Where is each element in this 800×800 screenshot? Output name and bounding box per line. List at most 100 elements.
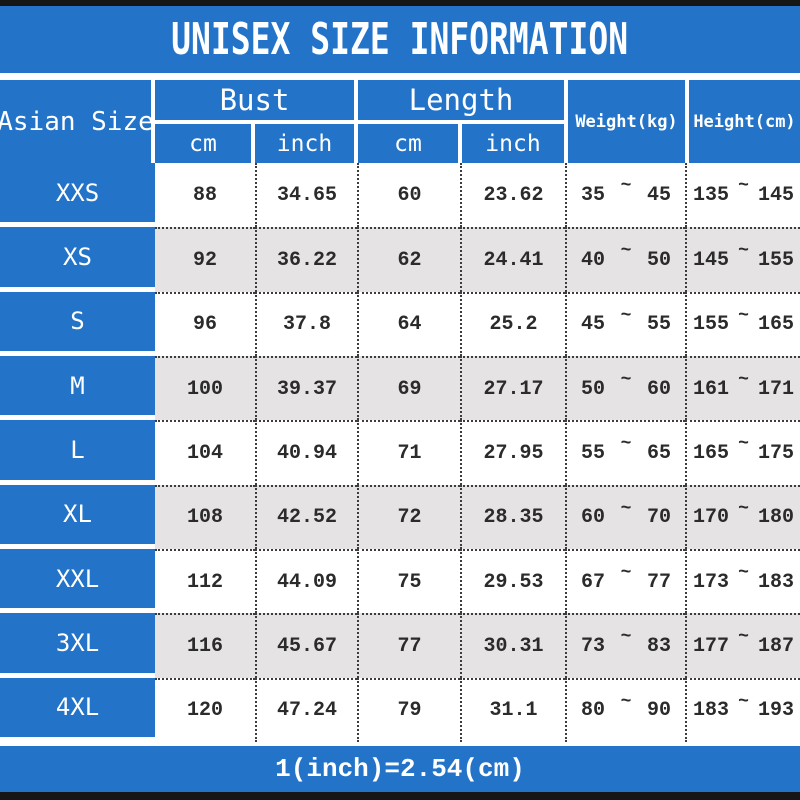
length-cm-value: 62 [357,227,460,292]
height-max: 183 [757,570,794,594]
footer-separator [0,742,800,746]
length-cm-value: 71 [357,420,460,485]
bust-cm-value: 96 [155,291,255,356]
title-separator [0,73,800,80]
table-row: XXS 88 34.65 60 23.62 35 ~ 45 135 ~ 145 [0,163,800,228]
header-asian-size: Asian Size [0,80,151,163]
weight-max: 45 [646,183,671,207]
length-inch-value: 29.53 [460,548,565,614]
height-min: 135 [693,183,730,207]
bust-cm-value: 120 [155,677,255,742]
table-body: XXS 88 34.65 60 23.62 35 ~ 45 135 ~ 145 … [0,163,800,742]
weight-min: 60 [581,506,606,530]
height-min: 177 [693,634,730,658]
height-max: 145 [757,183,794,207]
page-title: UNISEX SIZE INFORMATION [171,14,629,65]
bust-cm-value: 104 [155,420,255,485]
length-inch-value: 25.2 [460,291,565,356]
size-label: XXL [0,548,155,614]
bust-cm-value: 108 [155,484,255,549]
table-row: XXL 112 44.09 75 29.53 67 ~ 77 173 ~ 183 [0,548,800,614]
height-max: 165 [757,313,794,337]
weight-min: 80 [581,699,606,723]
height-range: 145 ~ 155 [685,227,800,292]
weight-min: 73 [581,634,606,658]
length-inch-value: 31.1 [460,677,565,742]
weight-range: 73 ~ 83 [565,613,685,678]
size-label: XS [0,227,155,292]
weight-max: 77 [646,570,671,594]
bust-cm-value: 116 [155,613,255,678]
weight-max: 55 [646,313,671,337]
size-label: M [0,355,155,421]
height-range: 155 ~ 165 [685,291,800,356]
weight-min: 35 [581,183,606,207]
height-max: 187 [757,634,794,658]
height-range: 170 ~ 180 [685,484,800,549]
height-max: 193 [757,699,794,723]
weight-min: 45 [581,313,606,337]
height-max: 171 [757,377,794,401]
size-label: 4XL [0,677,155,742]
weight-min: 67 [581,570,606,594]
height-max: 155 [757,248,794,272]
bust-cm-value: 100 [155,355,255,421]
size-label: XXS [0,163,155,228]
weight-min: 55 [581,441,606,465]
weight-min: 40 [581,248,606,272]
height-min: 165 [693,441,730,465]
top-black-bar [0,0,800,6]
weight-min: 50 [581,377,606,401]
length-cm-value: 64 [357,291,460,356]
range-tilde-icon: ~ [620,691,632,712]
length-inch-value: 30.31 [460,613,565,678]
header-bust-group: Bust [155,80,354,120]
range-tilde-icon: ~ [738,305,749,326]
range-tilde-icon: ~ [738,370,749,391]
weight-range: 67 ~ 77 [565,548,685,614]
weight-range: 80 ~ 90 [565,677,685,742]
bust-inch-value: 44.09 [255,548,357,614]
weight-range: 40 ~ 50 [565,227,685,292]
range-tilde-icon: ~ [738,498,749,519]
weight-max: 90 [646,699,671,723]
header-length-cm: cm [358,124,458,163]
weight-max: 60 [646,377,671,401]
range-tilde-icon: ~ [620,241,632,262]
height-range: 183 ~ 193 [685,677,800,742]
weight-max: 70 [646,506,671,530]
table-row: 3XL 116 45.67 77 30.31 73 ~ 83 177 ~ 187 [0,613,800,678]
height-max: 180 [757,506,794,530]
table-row: L 104 40.94 71 27.95 55 ~ 65 165 ~ 175 [0,420,800,485]
range-tilde-icon: ~ [738,241,749,262]
bust-inch-value: 39.37 [255,355,357,421]
length-cm-value: 79 [357,677,460,742]
bottom-black-bar [0,792,800,800]
weight-range: 60 ~ 70 [565,484,685,549]
range-tilde-icon: ~ [620,176,632,197]
bust-inch-value: 47.24 [255,677,357,742]
table-row: XL 108 42.52 72 28.35 60 ~ 70 170 ~ 180 [0,484,800,549]
weight-max: 83 [646,634,671,658]
length-cm-value: 77 [357,613,460,678]
header-height: Height(cm) [689,80,800,163]
bust-inch-value: 37.8 [255,291,357,356]
bust-inch-value: 36.22 [255,227,357,292]
table-row: 4XL 120 47.24 79 31.1 80 ~ 90 183 ~ 193 [0,677,800,742]
length-inch-value: 27.95 [460,420,565,485]
height-min: 183 [693,699,730,723]
range-tilde-icon: ~ [738,691,749,712]
height-min: 155 [693,313,730,337]
header-length-group: Length [358,80,564,120]
size-label: L [0,420,155,485]
height-min: 161 [693,377,730,401]
height-range: 135 ~ 145 [685,163,800,228]
bust-inch-value: 34.65 [255,163,357,228]
table-header: Asian Size Bust Length cm inch cm inch W… [0,80,800,163]
range-tilde-icon: ~ [738,176,749,197]
height-min: 173 [693,570,730,594]
header-bust-cm: cm [155,124,251,163]
height-max: 175 [757,441,794,465]
height-min: 145 [693,248,730,272]
size-label: XL [0,484,155,549]
